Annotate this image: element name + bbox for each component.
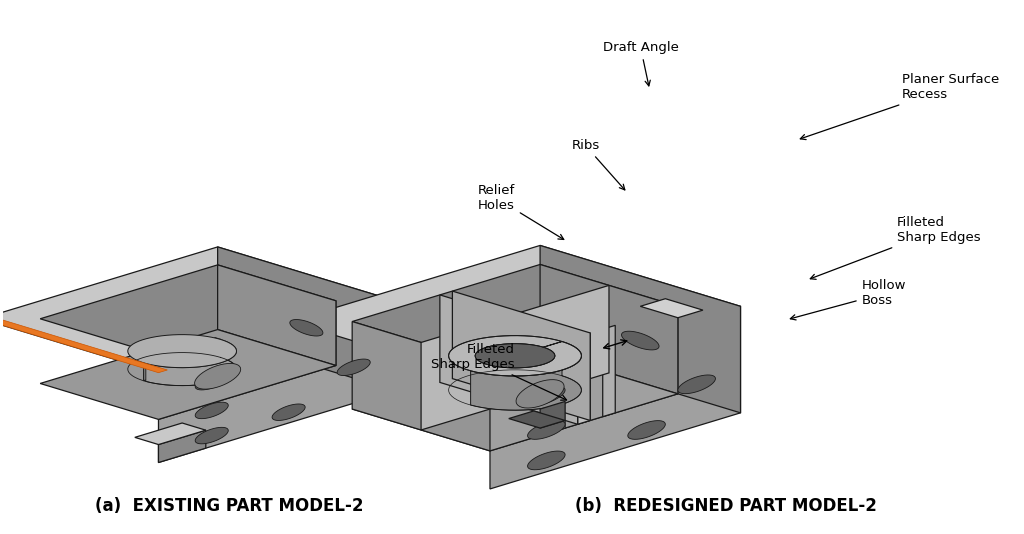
Polygon shape <box>159 430 206 462</box>
Polygon shape <box>489 307 678 451</box>
Polygon shape <box>553 341 565 432</box>
Polygon shape <box>196 402 228 419</box>
Polygon shape <box>578 333 590 425</box>
Polygon shape <box>337 359 371 375</box>
Polygon shape <box>603 325 615 417</box>
Text: Ribs: Ribs <box>571 139 625 190</box>
Polygon shape <box>143 340 220 381</box>
Polygon shape <box>471 342 582 410</box>
Text: (a)  EXISTING PART MODEL-2: (a) EXISTING PART MODEL-2 <box>94 497 364 515</box>
Polygon shape <box>145 340 237 386</box>
Polygon shape <box>218 265 336 365</box>
Polygon shape <box>509 411 565 428</box>
Polygon shape <box>628 421 666 439</box>
Polygon shape <box>159 301 336 419</box>
Polygon shape <box>218 247 395 391</box>
Polygon shape <box>128 335 237 367</box>
Text: Filleted
Sharp Edges: Filleted Sharp Edges <box>810 216 980 279</box>
Polygon shape <box>0 316 167 373</box>
Polygon shape <box>195 364 241 389</box>
Polygon shape <box>678 375 716 394</box>
Polygon shape <box>449 335 582 376</box>
Polygon shape <box>135 423 206 445</box>
Polygon shape <box>640 299 702 318</box>
Text: Hollow
Boss: Hollow Boss <box>791 279 906 320</box>
Polygon shape <box>40 265 336 355</box>
Polygon shape <box>440 295 578 425</box>
Polygon shape <box>453 291 590 420</box>
Polygon shape <box>527 387 565 405</box>
Polygon shape <box>352 264 678 364</box>
Polygon shape <box>421 285 609 430</box>
Polygon shape <box>527 421 565 439</box>
Polygon shape <box>290 246 740 382</box>
Polygon shape <box>196 373 228 390</box>
Polygon shape <box>622 331 659 350</box>
Polygon shape <box>527 451 565 470</box>
Polygon shape <box>40 329 336 419</box>
Polygon shape <box>489 307 740 489</box>
Polygon shape <box>516 380 564 408</box>
Polygon shape <box>215 337 220 357</box>
Polygon shape <box>540 402 565 428</box>
Polygon shape <box>290 319 323 336</box>
Polygon shape <box>352 321 489 451</box>
Polygon shape <box>352 352 678 451</box>
Polygon shape <box>196 427 228 444</box>
Text: Planer Surface
Recess: Planer Surface Recess <box>801 73 999 139</box>
Text: (b)  REDESIGNED PART MODEL-2: (b) REDESIGNED PART MODEL-2 <box>575 497 877 515</box>
Polygon shape <box>0 247 395 373</box>
Text: Relief
Holes: Relief Holes <box>478 184 564 239</box>
Polygon shape <box>272 404 305 420</box>
Polygon shape <box>475 344 555 368</box>
Text: Filleted
Sharp Edges: Filleted Sharp Edges <box>431 343 566 400</box>
Polygon shape <box>540 264 678 394</box>
Polygon shape <box>540 246 740 413</box>
Text: Draft Angle: Draft Angle <box>603 41 679 86</box>
Polygon shape <box>159 301 395 462</box>
